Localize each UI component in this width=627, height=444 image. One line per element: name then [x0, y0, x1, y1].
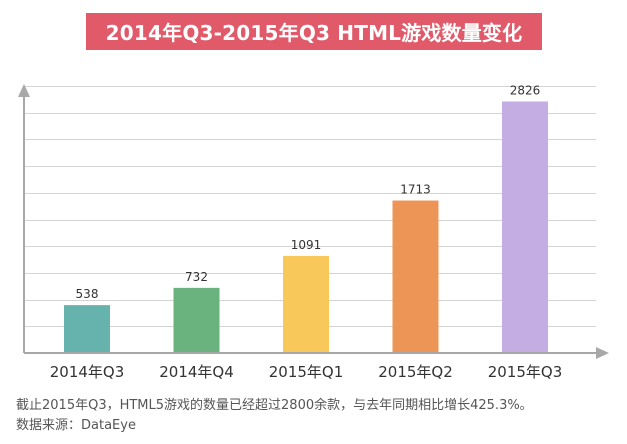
- footnote-source: 数据来源：DataEye: [16, 418, 136, 433]
- bar-chart: 538 2014年Q3 732 2014年Q4 1091 2015年Q1 1713 2015年…: [18, 83, 609, 381]
- bar-3: [283, 255, 329, 353]
- bar-value-label: 1713: [400, 183, 431, 197]
- chart-title: 2014年Q3-2015年Q3 HTML游戏数量变化: [86, 13, 542, 50]
- bar-layer: [64, 101, 548, 354]
- category-label: 2015年Q1: [269, 363, 344, 381]
- category-label: 2014年Q3: [50, 363, 125, 381]
- bar-value-label: 1091: [291, 238, 322, 252]
- category-label: 2014年Q4: [159, 363, 234, 381]
- footnote: 截止2015年Q3，HTML5游戏的数量已经超过2800余款，与去年同期相比增长…: [16, 396, 533, 436]
- label-layer: 538 2014年Q3 732 2014年Q4 1091 2015年Q1 1713 2015年…: [50, 83, 563, 381]
- x-axis-arrow: [596, 347, 609, 359]
- y-axis-arrow: [18, 84, 30, 97]
- category-label: 2015年Q3: [488, 363, 563, 381]
- bar-value-label: 2826: [510, 83, 541, 97]
- axis-layer: [18, 84, 609, 359]
- bar-1: [64, 305, 110, 353]
- bar-value-label: 538: [76, 287, 99, 301]
- bar-2: [173, 287, 220, 353]
- bar-5: [502, 101, 548, 354]
- category-label: 2015年Q2: [378, 363, 453, 381]
- bar-value-label: 732: [185, 270, 208, 284]
- footnote-summary: 截止2015年Q3，HTML5游戏的数量已经超过2800余款，与去年同期相比增长…: [16, 398, 533, 413]
- bar-4: [392, 200, 439, 353]
